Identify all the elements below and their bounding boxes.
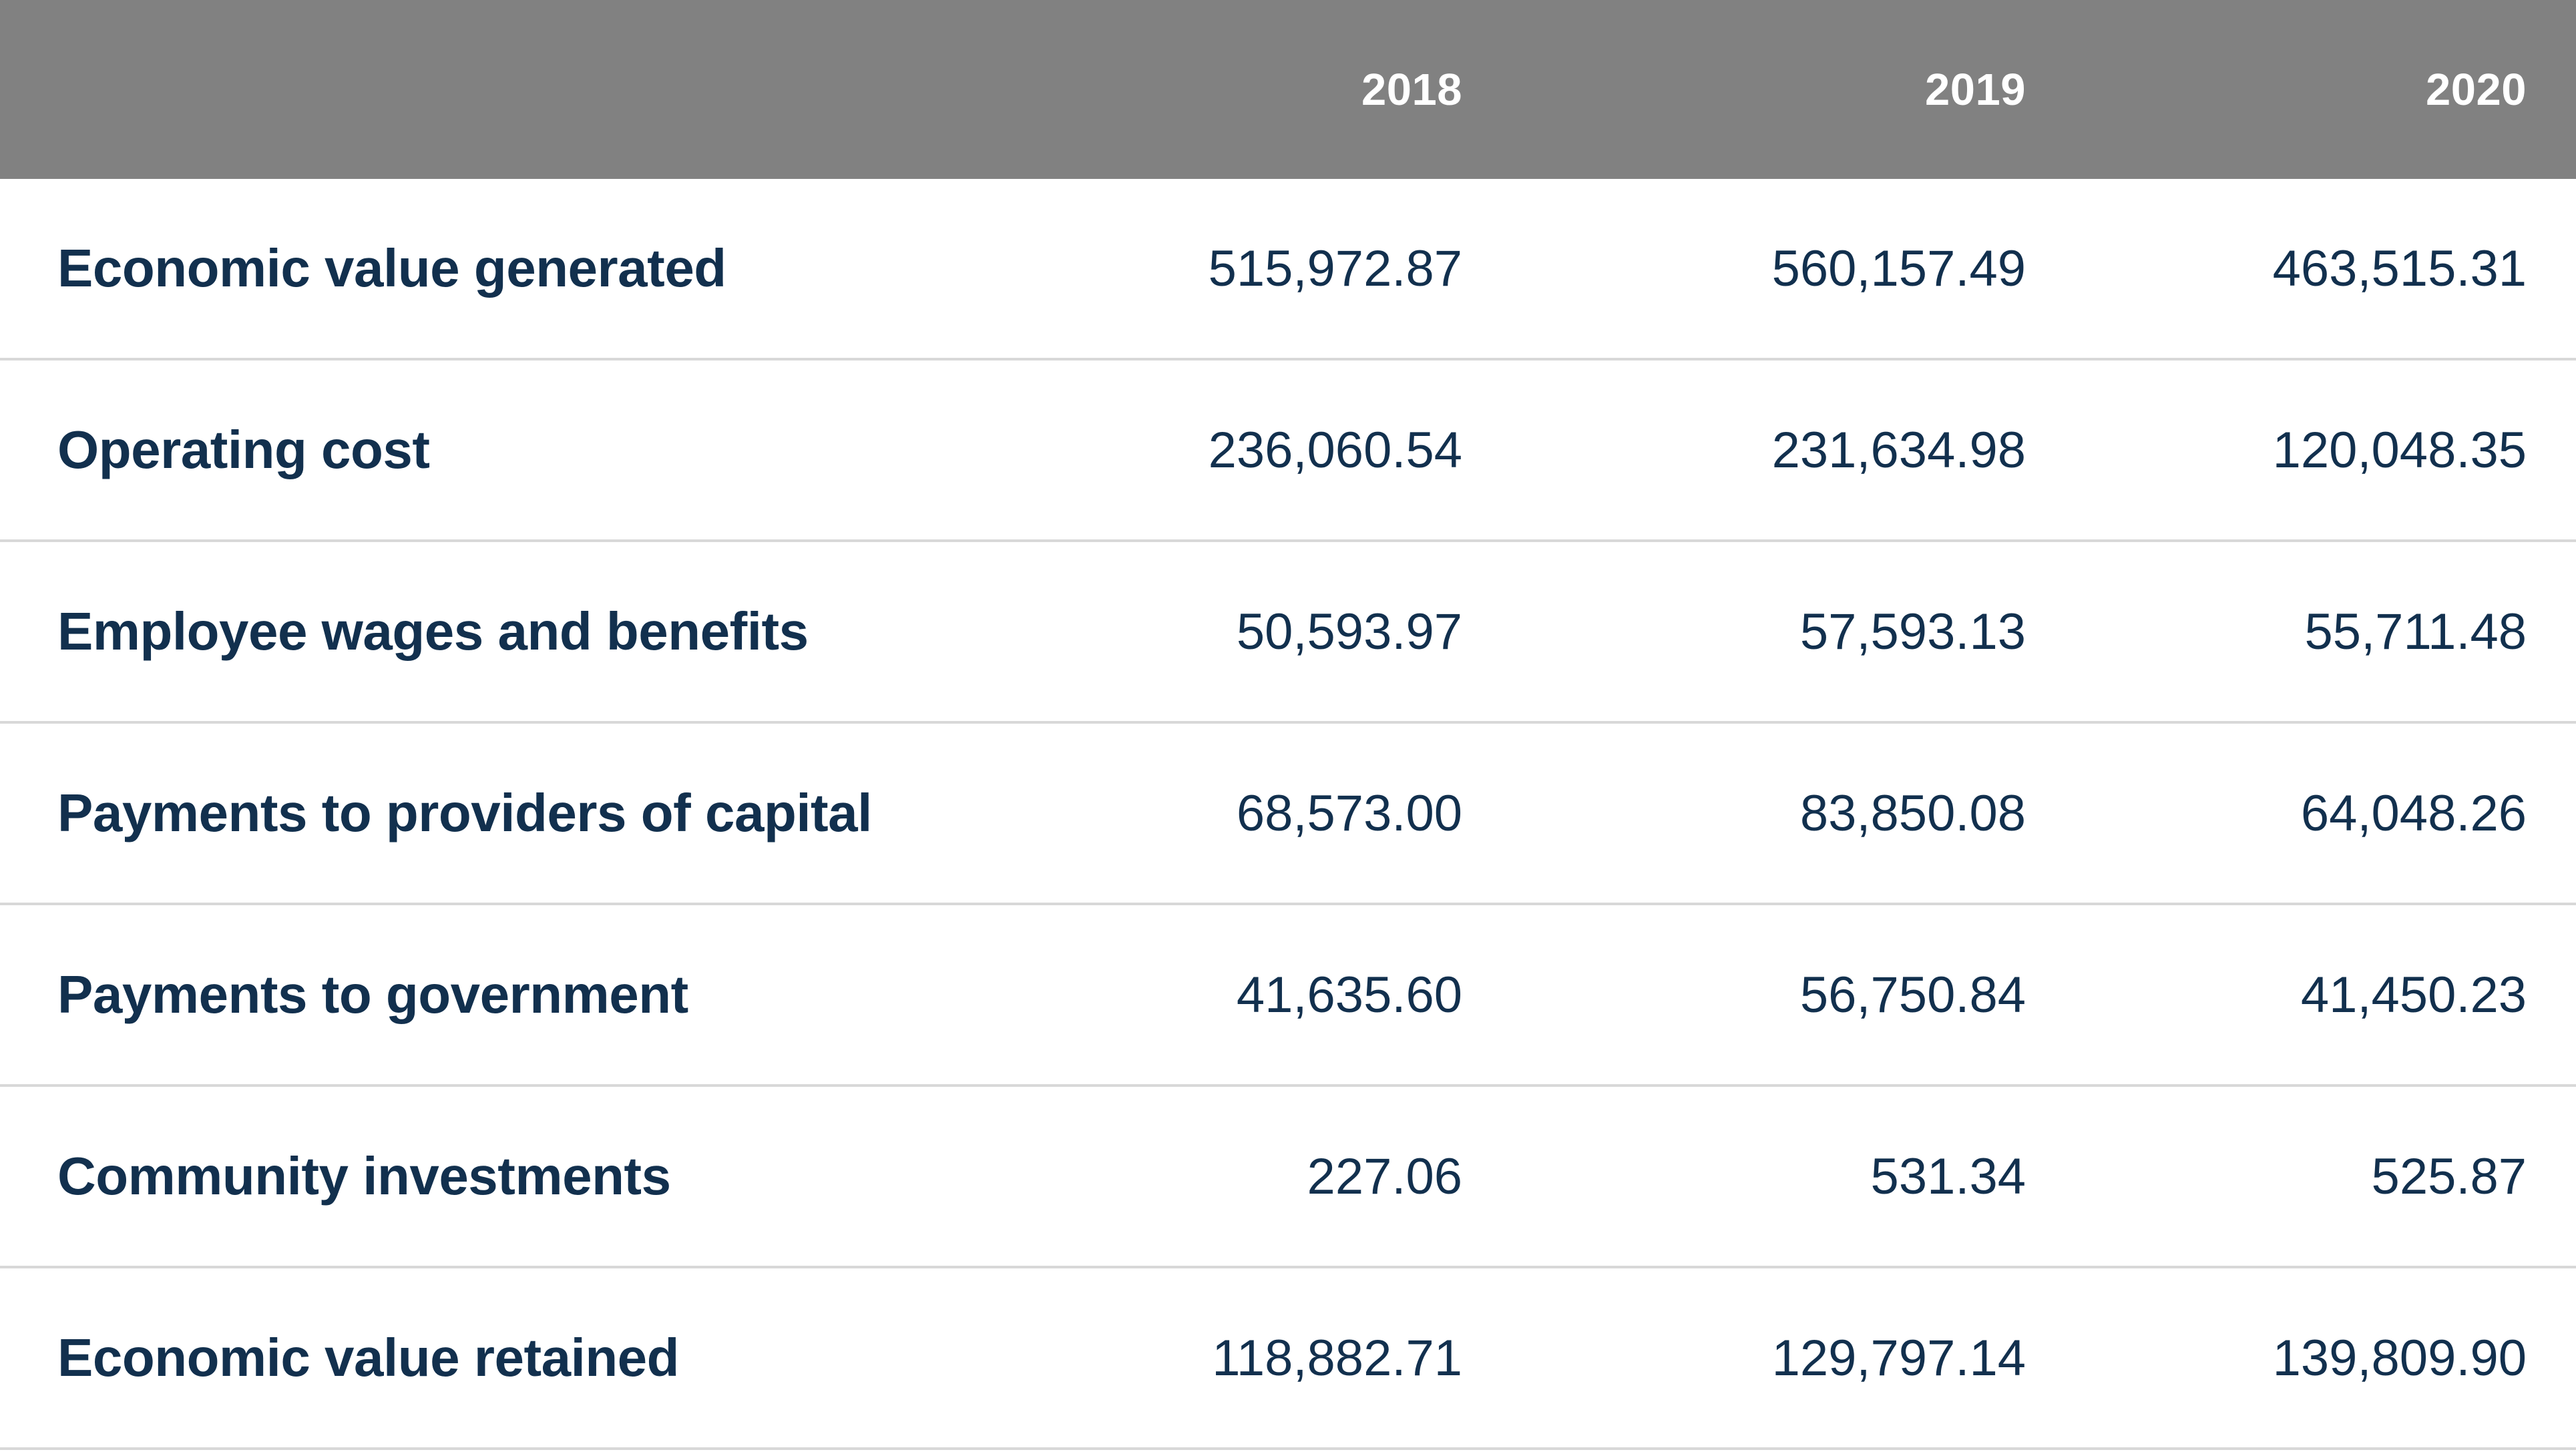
- year-column-header-2020: 2020: [2425, 64, 2527, 115]
- cell-value-2019: 57,593.13: [1799, 603, 2026, 660]
- cell-value-2019: 231,634.98: [1771, 421, 2026, 479]
- row-label: Employee wages and benefits: [57, 601, 809, 661]
- cell-value-2018: 515,972.87: [1208, 240, 1462, 297]
- year-column-header-2019: 2019: [1924, 64, 2026, 115]
- table-header-row: 2018 2019 2020: [0, 0, 2576, 179]
- cell-value-2018: 68,573.00: [1236, 784, 1462, 842]
- row-label: Economic value generated: [57, 238, 726, 298]
- cell-value-2019: 531.34: [1870, 1148, 2026, 1205]
- cell-value-2020: 41,450.23: [2300, 966, 2527, 1023]
- table-row: Employee wages and benefits 50,593.97 57…: [0, 542, 2576, 724]
- cell-value-2018: 50,593.97: [1236, 603, 1462, 660]
- table-body: Economic value generated 515,972.87 560,…: [0, 179, 2576, 1450]
- cell-value-2018: 118,882.71: [1212, 1329, 1462, 1387]
- cell-value-2018: 227.06: [1307, 1148, 1462, 1205]
- cell-value-2019: 560,157.49: [1771, 240, 2026, 297]
- row-label: Operating cost: [57, 420, 430, 479]
- cell-value-2018: 41,635.60: [1236, 966, 1462, 1023]
- row-label: Payments to providers of capital: [57, 783, 872, 842]
- row-label: Payments to government: [57, 965, 688, 1024]
- cell-value-2020: 64,048.26: [2300, 784, 2527, 842]
- table-row: Economic value generated 515,972.87 560,…: [0, 179, 2576, 360]
- table-row: Payments to government 41,635.60 56,750.…: [0, 905, 2576, 1087]
- cell-value-2018: 236,060.54: [1208, 421, 1462, 479]
- cell-value-2020: 463,515.31: [2272, 240, 2527, 297]
- cell-value-2019: 56,750.84: [1799, 966, 2026, 1023]
- table-row: Community investments 227.06 531.34 525.…: [0, 1087, 2576, 1268]
- cell-value-2020: 55,711.48: [2304, 603, 2527, 660]
- row-label: Economic value retained: [57, 1328, 680, 1387]
- table-row: Economic value retained 118,882.71 129,7…: [0, 1268, 2576, 1450]
- year-column-header-2018: 2018: [1361, 64, 1462, 115]
- table-row: Operating cost 236,060.54 231,634.98 120…: [0, 360, 2576, 542]
- table-row: Payments to providers of capital 68,573.…: [0, 724, 2576, 905]
- cell-value-2020: 525.87: [2371, 1148, 2527, 1205]
- row-label: Community investments: [57, 1146, 671, 1206]
- cell-value-2019: 129,797.14: [1771, 1329, 2026, 1387]
- cell-value-2019: 83,850.08: [1799, 784, 2026, 842]
- cell-value-2020: 120,048.35: [2272, 421, 2527, 479]
- cell-value-2020: 139,809.90: [2272, 1329, 2527, 1387]
